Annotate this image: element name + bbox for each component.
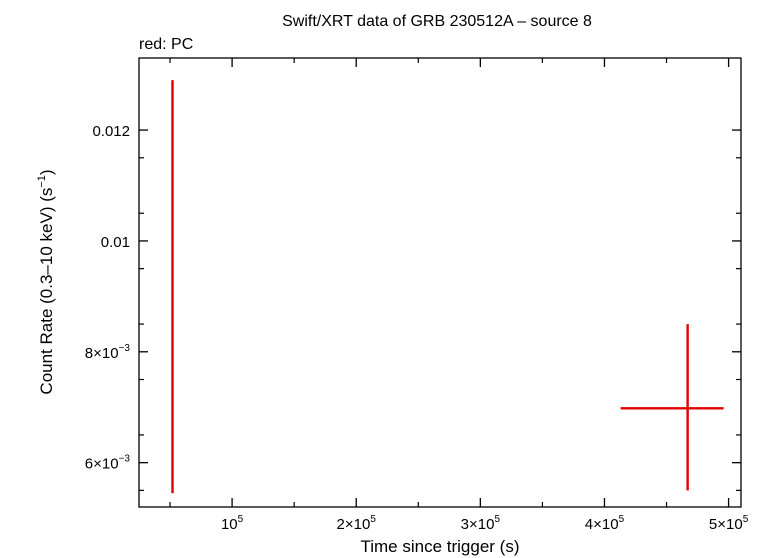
x-tick-label-exponent: 5 <box>238 514 244 525</box>
y-tick-label: 8×10−3 <box>85 343 131 362</box>
y-tick-label-mantissa: 0.01 <box>101 234 130 251</box>
y-tick-label: 0.01 <box>101 234 130 251</box>
x-tick-label: 3×105 <box>461 514 501 533</box>
x-tick-label-mantissa: 5×10 <box>709 516 743 533</box>
y-tick-label: 6×10−3 <box>85 454 131 473</box>
y-tick-label-mantissa: 6×10 <box>85 456 119 473</box>
x-tick-label-mantissa: 10 <box>221 516 238 533</box>
y-tick-label-mantissa: 0.012 <box>92 123 130 140</box>
x-axis-label: Time since trigger (s) <box>360 537 519 556</box>
x-tick-label: 5×105 <box>709 514 749 533</box>
y-axis-label-main: Count Rate (0.3–10 keV) (s <box>37 188 56 395</box>
y-axis-label: Count Rate (0.3–10 keV) (s−1) <box>36 169 56 394</box>
y-axis-label-exp: −1 <box>36 175 48 188</box>
y-axis-label-close: ) <box>37 169 56 175</box>
y-tick-label-mantissa: 8×10 <box>85 345 119 362</box>
y-tick-label-exponent: −3 <box>119 343 131 354</box>
axis-ticks: 105 2×105 3×105 4×105 5×1056×10−38×10−30.010… <box>85 58 749 533</box>
x-tick-label-exponent: 5 <box>494 514 500 525</box>
x-tick-label: 105 <box>221 514 244 533</box>
x-tick-label-mantissa: 2×10 <box>337 516 371 533</box>
x-tick-label: 4×105 <box>585 514 625 533</box>
x-tick-label-mantissa: 4×10 <box>585 516 619 533</box>
chart-subtitle: red: PC <box>139 36 193 53</box>
x-tick-label-mantissa: 3×10 <box>461 516 495 533</box>
x-tick-label: 2×105 <box>337 514 377 533</box>
y-tick-label: 0.012 <box>92 123 130 140</box>
chart-title: Swift/XRT data of GRB 230512A – source 8 <box>282 13 592 30</box>
x-tick-label-exponent: 5 <box>743 514 749 525</box>
y-tick-label-exponent: −3 <box>119 454 131 465</box>
data-series <box>171 80 724 494</box>
plot-frame <box>138 57 742 508</box>
x-tick-label-exponent: 5 <box>370 514 376 525</box>
x-tick-label-exponent: 5 <box>619 514 625 525</box>
